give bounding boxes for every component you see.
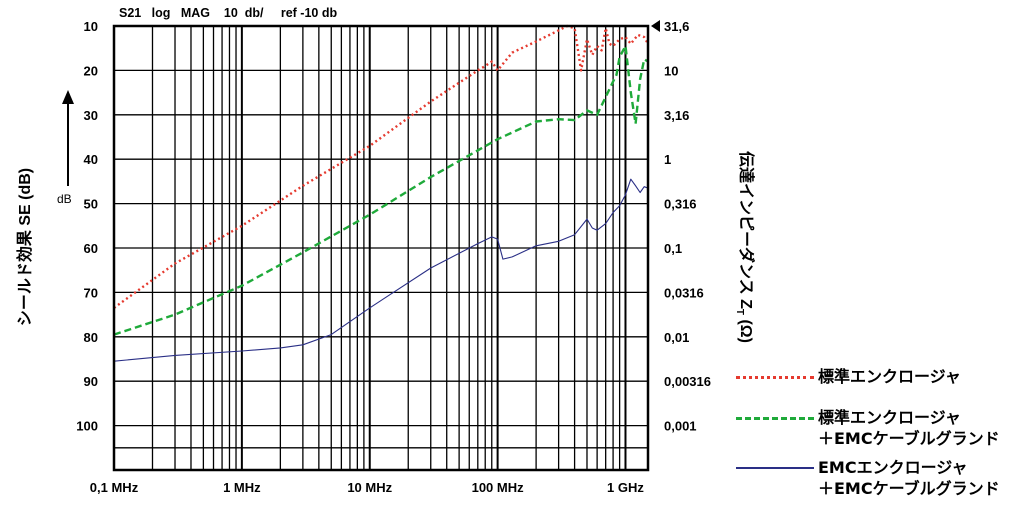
y2-tick-label: 1 [664, 152, 671, 167]
plot-frame [112, 24, 650, 472]
y2-tick-label: 0,01 [664, 330, 689, 345]
series-line-1 [113, 44, 649, 336]
y-axis-unit: dB [57, 192, 72, 206]
legend-label-standard: 標準エンクロージャ [818, 367, 961, 386]
y-axis-title: シールド効果 SE (dB) [15, 168, 34, 326]
y-tick-label: 40 [84, 152, 98, 167]
legend-swatch-dotted [736, 376, 814, 379]
x-tick-label: 10 MHz [347, 480, 392, 495]
plot-grid [114, 25, 648, 470]
x-tick-label: 100 MHz [472, 480, 525, 495]
legend-swatch-solid [736, 467, 814, 469]
y-tick-label: 80 [84, 330, 98, 345]
y-tick-label: 50 [84, 197, 98, 212]
y-tick-label: 100 [76, 419, 98, 434]
legend-label-standard-gland-1: 標準エンクロージャ [818, 408, 961, 427]
y-tick-label: 30 [84, 108, 98, 123]
header-text: S21 log MAG 10 db/ ref -10 db [119, 6, 337, 20]
legend-label-emc-gland-1: EMCエンクロージャ [818, 458, 968, 477]
y-axis-title-group: シールド効果 SE (dB) dB [15, 90, 74, 326]
series-line-2 [113, 178, 649, 362]
y-tick-label: 10 [84, 19, 98, 34]
y2-tick-label: 0,0316 [664, 285, 704, 300]
y2-tick-label: 0,001 [664, 419, 697, 434]
y2-axis-title: 伝達インピーダンス ZT (Ω) [734, 151, 756, 343]
y2-marker-icon [651, 20, 660, 32]
y2-tick-label: 10 [664, 63, 678, 78]
legend-label-emc-gland-2: ＋EMCケーブルグランド [818, 479, 1000, 498]
y-axis-arrow-head [62, 90, 74, 104]
legend-label-standard-gland-2: ＋EMCケーブルグランド [818, 429, 1000, 448]
axis-labels: 10 20 30 40 50 60 70 80 90 100 31,6 10 3,16 1 0,316 0,1… [76, 19, 711, 495]
y-tick-label: 70 [84, 285, 98, 300]
x-tick-label: 1 MHz [223, 480, 261, 495]
legend-swatch-dashed [736, 417, 814, 420]
y-tick-label: 90 [84, 374, 98, 389]
x-tick-label: 0,1 MHz [90, 480, 139, 495]
series-line-0 [113, 24, 650, 309]
y-tick-label: 20 [84, 63, 98, 78]
y2-tick-label: 0,1 [664, 241, 682, 256]
y2-tick-label: 3,16 [664, 108, 689, 123]
y-tick-label: 60 [84, 241, 98, 256]
y2-tick-label: 0,00316 [664, 374, 711, 389]
y2-tick-label: 0,316 [664, 197, 697, 212]
x-tick-label: 1 GHz [607, 480, 644, 495]
y2-tick-label: 31,6 [664, 19, 689, 34]
data-series [113, 24, 650, 362]
